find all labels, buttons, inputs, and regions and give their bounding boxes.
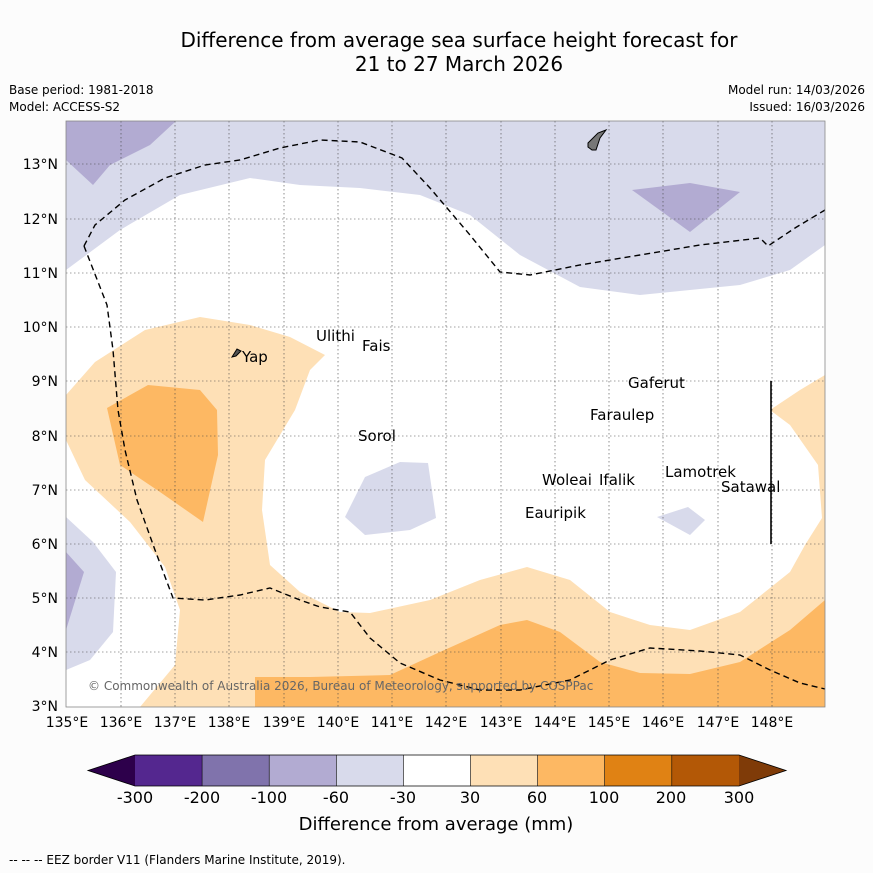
lon-label-138e: 138°E <box>208 715 251 731</box>
colorbar-segment-3 <box>269 755 337 786</box>
colorbar-outline <box>86 754 788 787</box>
lat-label-10n: 10°N <box>23 320 58 336</box>
place-label-ulithi: Ulithi <box>316 327 355 345</box>
model-run: Model run: 14/03/2026 <box>727 83 865 97</box>
colorbar-tick: 200 <box>656 788 687 807</box>
lat-label-5n: 5°N <box>32 591 58 607</box>
colorbar-tick-labels: -300 -200 -100 -60 -30 30 60 100 200 300 <box>117 788 754 807</box>
place-labels: Yap Ulithi Fais Sorol Gaferut Faraulep W… <box>241 327 780 522</box>
place-label-fais: Fais <box>362 337 391 355</box>
lat-label-3n: 3°N <box>32 699 58 715</box>
title-line-1: Difference from average sea surface heig… <box>180 28 738 52</box>
colorbar-tick: 100 <box>589 788 620 807</box>
lat-label-9n: 9°N <box>32 374 58 390</box>
colorbar-segment-2 <box>202 755 270 786</box>
place-label-eauripik: Eauripik <box>525 504 586 522</box>
colorbar-segment-8 <box>604 755 672 786</box>
contour-band-neg60-west <box>66 517 116 670</box>
contour-fill-layer <box>66 121 825 707</box>
colorbar-tick: 30 <box>460 788 480 807</box>
map-graticule <box>66 121 825 707</box>
eez-border-west <box>83 245 825 691</box>
colorbar-label: Difference from average (mm) <box>299 814 574 835</box>
lon-label-143e: 143°E <box>480 715 523 731</box>
colorbar-segment-1 <box>135 755 203 786</box>
colorbar-segment-4 <box>336 755 404 786</box>
guam-island <box>587 128 608 151</box>
colorbar-tick: -300 <box>117 788 153 807</box>
eez-footnote: -- -- -- EEZ border V11 (Flanders Marine… <box>9 853 346 867</box>
lat-label-13n: 13°N <box>23 157 58 173</box>
latitude-axis: 3°N 4°N 5°N 6°N 7°N 8°N 9°N 10°N 11°N 12… <box>23 157 58 715</box>
colorbar-tick: -30 <box>390 788 416 807</box>
lat-label-8n: 8°N <box>32 429 58 445</box>
place-label-faraulep: Faraulep <box>590 406 654 424</box>
contour-band-neg60-north <box>66 121 825 295</box>
title-line-2: 21 to 27 March 2026 <box>354 52 564 76</box>
contour-band-pos60-west <box>107 385 218 522</box>
colorbar-segment-9 <box>671 755 739 786</box>
place-label-lamotrek: Lamotrek <box>665 463 736 481</box>
base-period: Base period: 1981-2018 <box>9 83 154 97</box>
colorbar-tick: -60 <box>323 788 349 807</box>
lon-label-136e: 136°E <box>100 715 143 731</box>
colorbar-high-extension <box>739 755 786 786</box>
contour-band-pos60-south <box>255 600 825 707</box>
longitude-axis: 135°E 136°E 137°E 138°E 139°E 140°E 141°… <box>46 715 794 731</box>
colorbar-dividers <box>201 755 673 786</box>
place-label-woleai: Woleai <box>542 471 592 489</box>
place-label-satawal: Satawal <box>721 478 780 496</box>
place-label-gaferut: Gaferut <box>628 374 685 392</box>
map-frame <box>65 120 826 708</box>
lon-label-148e: 148°E <box>751 715 794 731</box>
lon-label-146e: 146°E <box>642 715 685 731</box>
contour-band-neg100-west <box>66 552 84 630</box>
colorbar-segment-7 <box>537 755 605 786</box>
lat-label-6n: 6°N <box>32 537 58 553</box>
lon-label-141e: 141°E <box>371 715 414 731</box>
colorbar: -300 -200 -100 -60 -30 30 60 100 200 300… <box>86 754 788 835</box>
copyright-notice: © Commonwealth of Australia 2026, Bureau… <box>88 679 593 693</box>
contour-band-neg60-east <box>657 507 705 535</box>
eez-border-north-west <box>83 139 825 276</box>
colorbar-tick: 300 <box>724 788 755 807</box>
colorbar-tick: 60 <box>527 788 547 807</box>
colorbar-segment-5 <box>403 755 471 786</box>
colorbar-tick: -100 <box>251 788 287 807</box>
lat-label-12n: 12°N <box>23 212 58 228</box>
contour-band-neg100-northeast <box>632 183 740 232</box>
colorbar-low-extension <box>88 755 135 786</box>
yap-island <box>230 348 242 358</box>
lat-label-11n: 11°N <box>23 266 58 282</box>
lon-label-144e: 144°E <box>534 715 577 731</box>
lon-label-137e: 137°E <box>154 715 197 731</box>
lat-label-4n: 4°N <box>32 645 58 661</box>
place-label-yap: Yap <box>241 348 268 366</box>
lon-label-139e: 139°E <box>263 715 306 731</box>
lon-label-145e: 145°E <box>588 715 631 731</box>
model-name: Model: ACCESS-S2 <box>9 100 121 114</box>
colorbar-tick: -200 <box>184 788 220 807</box>
place-label-sorol: Sorol <box>358 427 396 445</box>
lon-label-147e: 147°E <box>697 715 740 731</box>
eez-border <box>83 139 825 691</box>
lon-label-140e: 140°E <box>317 715 360 731</box>
issued-date: Issued: 16/03/2026 <box>749 100 865 114</box>
place-label-ifalik: Ifalik <box>599 471 635 489</box>
lon-label-142e: 142°E <box>425 715 468 731</box>
contour-band-pos30-main <box>66 317 825 707</box>
colorbar-segment-6 <box>470 755 538 786</box>
lat-label-7n: 7°N <box>32 483 58 499</box>
contour-band-neg60-center <box>345 462 436 535</box>
lon-label-135e: 135°E <box>46 715 89 731</box>
